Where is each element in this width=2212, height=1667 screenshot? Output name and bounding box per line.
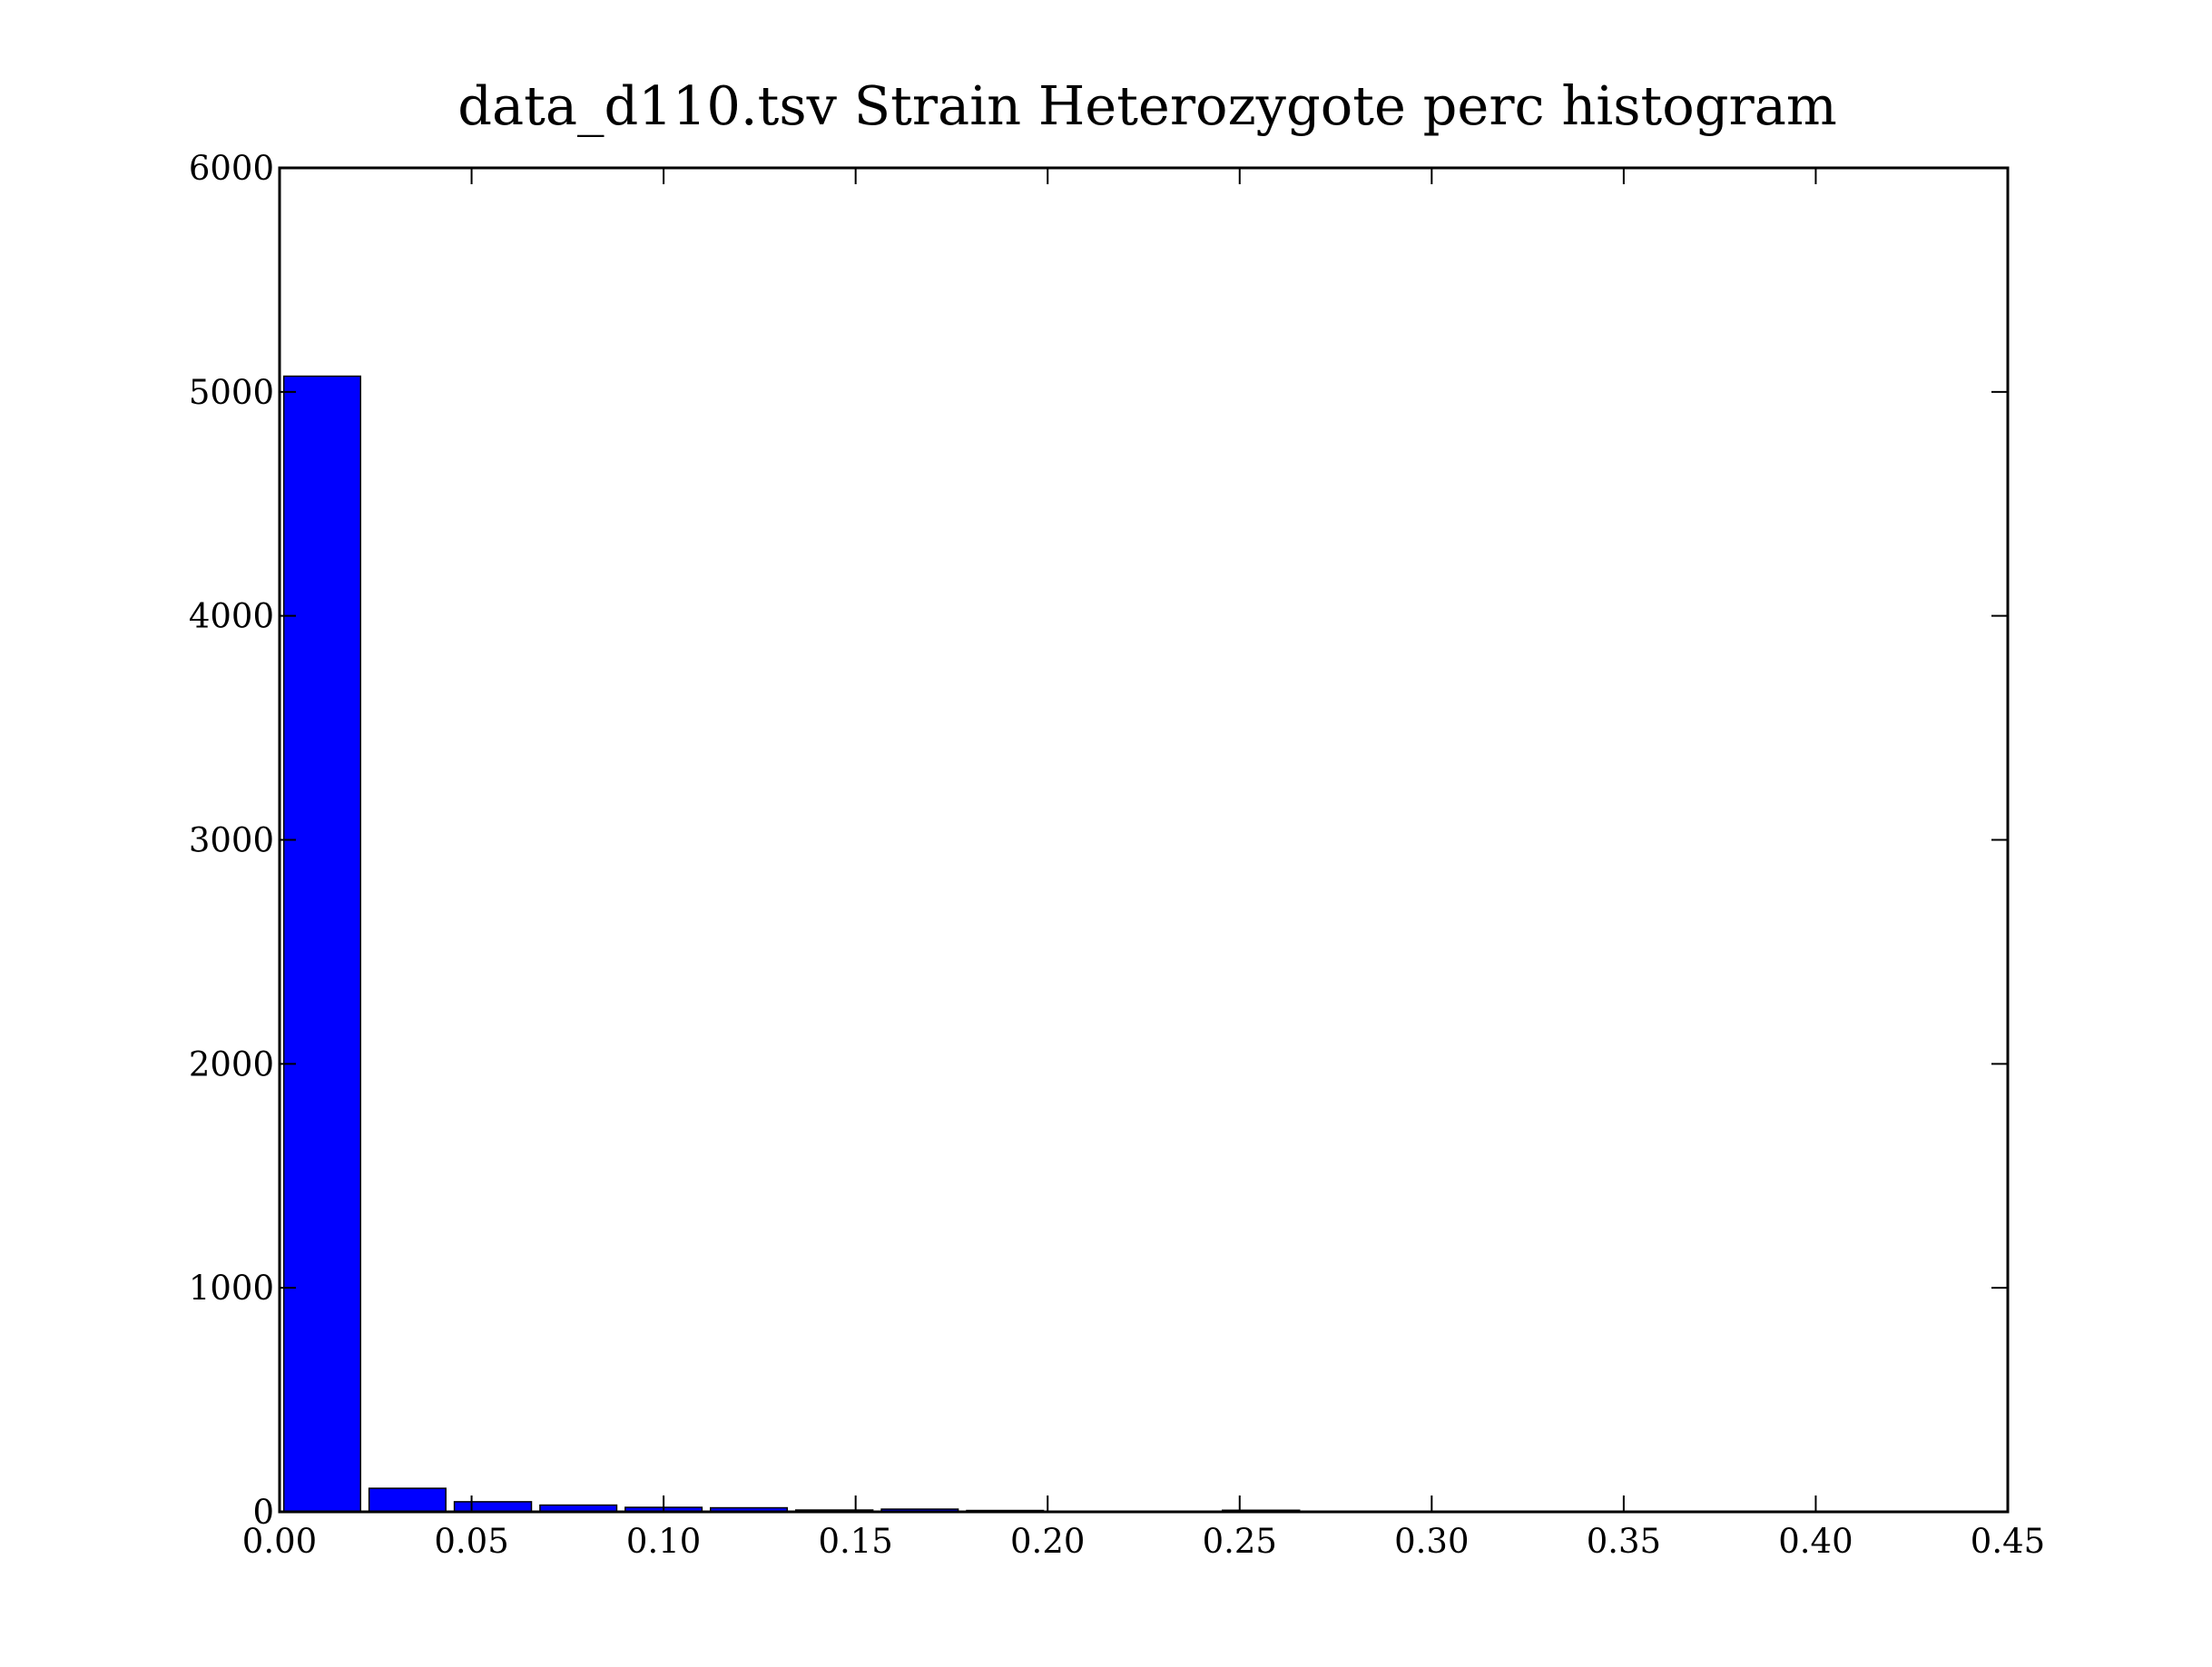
x-tick-label-1: 0.05 bbox=[434, 1522, 508, 1561]
y-tick-label-4: 4000 bbox=[189, 597, 274, 636]
x-tick-label-2: 0.10 bbox=[626, 1522, 701, 1561]
x-tick-label-6: 0.30 bbox=[1394, 1522, 1469, 1561]
y-tick-label-1: 1000 bbox=[189, 1269, 274, 1308]
x-tick-label-0: 0.00 bbox=[242, 1522, 317, 1561]
y-tick-label-6: 6000 bbox=[189, 149, 274, 188]
y-tick-label-3: 3000 bbox=[189, 821, 274, 860]
histogram-bar-2 bbox=[453, 1501, 533, 1513]
histogram-bar-1 bbox=[368, 1487, 447, 1513]
plot-frame bbox=[278, 166, 2010, 1514]
chart-title: data_d110.tsv Strain Heterozygote perc h… bbox=[457, 74, 1837, 137]
histogram-bar-0 bbox=[282, 375, 361, 1513]
x-tick-label-3: 0.15 bbox=[818, 1522, 892, 1561]
y-tick-label-0: 0 bbox=[252, 1493, 274, 1532]
x-tick-label-7: 0.35 bbox=[1587, 1522, 1661, 1561]
y-tick-label-5: 5000 bbox=[189, 373, 274, 412]
y-tick-label-2: 2000 bbox=[189, 1044, 274, 1084]
x-tick-label-4: 0.20 bbox=[1010, 1522, 1085, 1561]
x-tick-label-9: 0.45 bbox=[1971, 1522, 2045, 1561]
x-tick-label-8: 0.40 bbox=[1778, 1522, 1853, 1561]
tick-labels-group: 0.00 0.05 0.10 0.15 0.20 0.25 0.30 0.35 0.40 0.45… bbox=[189, 149, 2045, 1561]
x-tick-label-5: 0.25 bbox=[1203, 1522, 1277, 1561]
